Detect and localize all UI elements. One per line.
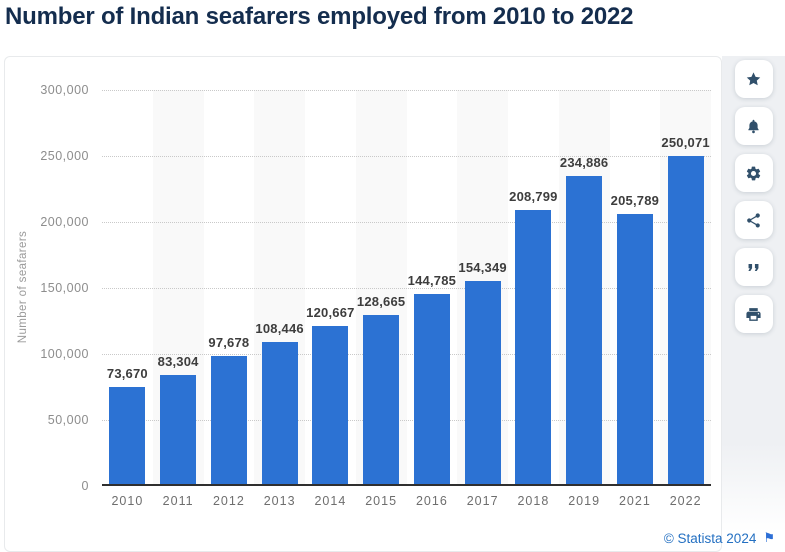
y-tick-label: 0 bbox=[81, 479, 89, 493]
notifications-button[interactable] bbox=[734, 107, 773, 145]
category-cell: 205,789 bbox=[610, 90, 661, 484]
y-tick-label: 100,000 bbox=[40, 347, 89, 361]
chart-card: Number of seafarers 300,000 250,000 200,00… bbox=[4, 56, 722, 552]
gridline bbox=[102, 90, 711, 91]
bar-value-label: 97,678 bbox=[208, 334, 250, 350]
bar-value-label: 154,349 bbox=[458, 260, 507, 276]
x-axis-label: 2010 bbox=[111, 494, 144, 508]
bar-2016[interactable] bbox=[413, 293, 450, 484]
page-title: Number of Indian seafarers employed from… bbox=[5, 3, 634, 30]
category-cell: 120,667 bbox=[305, 90, 356, 484]
bar-2015[interactable] bbox=[363, 315, 400, 484]
x-axis-label: 2013 bbox=[263, 494, 296, 508]
bar-2010[interactable] bbox=[109, 387, 146, 484]
share-icon bbox=[747, 212, 760, 228]
y-tick-label: 150,000 bbox=[40, 281, 89, 295]
bar-2011[interactable] bbox=[160, 374, 197, 484]
y-tick-label: 300,000 bbox=[40, 83, 89, 97]
bar-value-label: 144,785 bbox=[407, 272, 457, 288]
gridline bbox=[102, 288, 711, 289]
settings-button[interactable] bbox=[734, 154, 773, 192]
quote-icon bbox=[748, 263, 759, 271]
x-axis-label: 2011 bbox=[162, 494, 194, 508]
x-axis-label: 2015 bbox=[365, 494, 398, 508]
favorite-button[interactable] bbox=[734, 60, 773, 98]
bar-2019[interactable] bbox=[566, 175, 603, 484]
x-axis-label: 2016 bbox=[415, 494, 448, 508]
gridline bbox=[102, 420, 711, 421]
bar-series: 73,670 83,304 97,678 108,446 120,667 128,665 1… bbox=[102, 90, 711, 484]
category-cell: 250,071 bbox=[660, 90, 711, 484]
bar-2018[interactable] bbox=[515, 209, 552, 484]
x-axis-label: 2018 bbox=[517, 494, 550, 508]
bar-value-label: 108,446 bbox=[255, 320, 304, 336]
bar-value-label: 250,071 bbox=[661, 134, 710, 150]
bar-2022[interactable] bbox=[667, 155, 704, 484]
category-cell: 144,785 bbox=[407, 90, 458, 484]
y-tick-label: 50,000 bbox=[47, 413, 89, 427]
bar-2017[interactable] bbox=[464, 281, 501, 484]
gridline bbox=[102, 222, 711, 223]
bar-value-label: 128,665 bbox=[356, 294, 406, 310]
flag-icon[interactable]: ⚑ bbox=[763, 530, 775, 545]
x-axis-label: 2022 bbox=[669, 494, 702, 508]
gridline bbox=[102, 354, 711, 355]
y-tick-label: 200,000 bbox=[40, 215, 89, 229]
bar-value-label: 120,667 bbox=[306, 304, 355, 320]
bar-2013[interactable] bbox=[261, 341, 298, 484]
y-axis-ticks: 300,000 250,000 200,000 150,000 100,000 50,00… bbox=[5, 83, 89, 493]
category-cell: 83,304 bbox=[152, 90, 204, 484]
x-axis-label: 2014 bbox=[314, 494, 347, 508]
category-cell: 97,678 bbox=[204, 90, 255, 484]
category-cell: 128,665 bbox=[355, 90, 407, 484]
gear-icon bbox=[746, 166, 761, 180]
x-axis-label: 2019 bbox=[568, 494, 601, 508]
bar-value-label: 73,670 bbox=[106, 366, 148, 382]
gridline bbox=[102, 156, 711, 157]
bar-value-label: 208,799 bbox=[509, 188, 558, 204]
bar-value-label: 205,789 bbox=[610, 192, 660, 208]
cite-button[interactable] bbox=[734, 248, 773, 286]
category-cell: 154,349 bbox=[457, 90, 508, 484]
x-axis-labels: 2010 2011 2012 2013 2014 2015 2016 2017 2018 2019… bbox=[102, 494, 711, 508]
star-icon bbox=[746, 71, 761, 85]
statista-copyright-link[interactable]: © Statista 2024 bbox=[663, 530, 757, 546]
share-button[interactable] bbox=[734, 201, 773, 239]
bar-value-label: 83,304 bbox=[157, 353, 199, 369]
x-axis-label: 2021 bbox=[618, 494, 651, 508]
chart-toolbar bbox=[722, 56, 785, 552]
x-axis-label: 2012 bbox=[212, 494, 245, 508]
plot-area: 73,670 83,304 97,678 108,446 120,667 128,665 1… bbox=[102, 90, 711, 486]
bar-2021[interactable] bbox=[616, 213, 653, 484]
bar-value-label: 234,886 bbox=[559, 154, 609, 170]
bar-2014[interactable] bbox=[312, 325, 349, 484]
bar-2012[interactable] bbox=[210, 355, 247, 484]
category-cell: 234,886 bbox=[558, 90, 610, 484]
y-tick-label: 250,000 bbox=[40, 149, 89, 163]
category-cell: 108,446 bbox=[254, 90, 305, 484]
copyright-note: © Statista 2024 ⚑ bbox=[664, 530, 775, 546]
printer-icon bbox=[746, 307, 761, 321]
bell-icon bbox=[748, 119, 759, 133]
category-cell: 73,670 bbox=[102, 90, 153, 484]
print-button[interactable] bbox=[734, 295, 773, 333]
category-cell: 208,799 bbox=[508, 90, 559, 484]
x-axis-label: 2017 bbox=[466, 494, 499, 508]
